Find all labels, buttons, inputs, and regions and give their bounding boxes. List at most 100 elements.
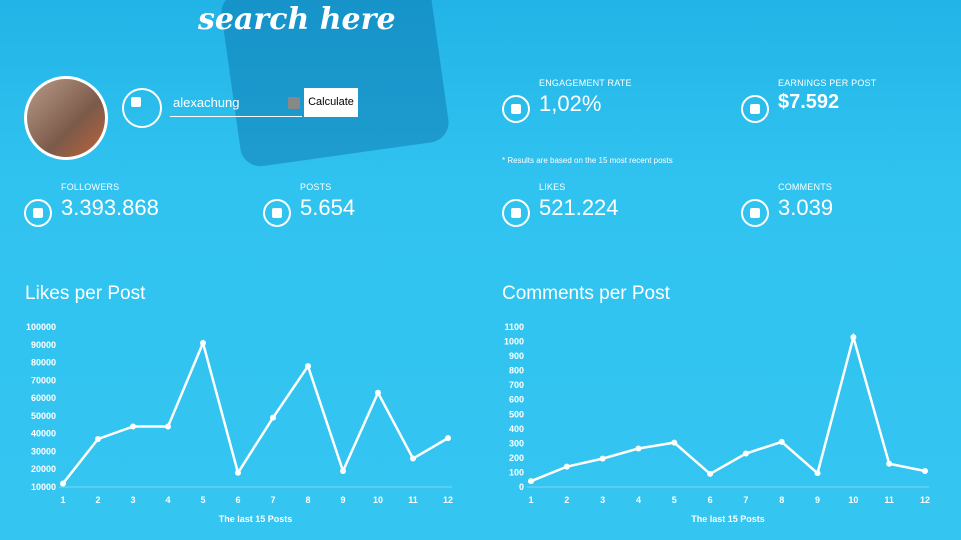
y-tick-label: 500	[509, 409, 524, 419]
stat-label: FOLLOWERS	[61, 182, 120, 192]
y-tick-label: 90000	[31, 340, 56, 350]
x-tick-label: 11	[408, 495, 418, 505]
stat-value: 1,02%	[539, 91, 602, 116]
y-tick-label: 50000	[31, 411, 56, 421]
stat-icon	[741, 95, 769, 123]
x-tick-label: 7	[743, 495, 748, 505]
x-tick-label: 2	[95, 495, 100, 505]
username-input[interactable]: alexachung	[170, 95, 302, 117]
x-tick-label: 11	[884, 495, 894, 505]
y-tick-label: 900	[509, 351, 524, 361]
y-tick-label: 40000	[31, 429, 56, 439]
x-tick-label: 10	[848, 495, 858, 505]
y-tick-label: 80000	[31, 358, 56, 368]
stat-value: 3.039	[778, 195, 834, 220]
x-tick-label: 4	[165, 495, 170, 505]
y-tick-label: 300	[509, 438, 524, 448]
y-tick-label: 100000	[26, 322, 56, 332]
x-tick-label: 9	[340, 495, 345, 505]
stat-value: 521.224	[539, 195, 619, 220]
stat-label: POSTS	[300, 182, 332, 192]
point	[778, 438, 785, 445]
point	[886, 460, 893, 467]
y-tick-label: 400	[509, 424, 524, 434]
x-tick-label: 7	[270, 495, 275, 505]
chart-title: Comments per Post	[502, 283, 671, 304]
line	[530, 332, 926, 483]
point	[340, 468, 346, 474]
y-tick-label: 10000	[31, 482, 56, 492]
point	[707, 470, 714, 477]
y-tick-label: 600	[509, 395, 524, 405]
stat-label: LIKES	[539, 182, 566, 192]
point	[445, 435, 451, 442]
x-tick-label: 12	[443, 495, 453, 505]
stat-value: $7.592	[778, 91, 840, 113]
annotation: search here	[198, 2, 396, 37]
stat-value: 5.654	[300, 195, 356, 220]
point	[563, 463, 570, 470]
instagram-icon	[122, 88, 162, 128]
stat-icon	[502, 199, 530, 227]
avatar	[24, 76, 108, 160]
stat-label: ENGAGEMENT RATE	[539, 78, 632, 88]
point	[270, 414, 276, 421]
point	[599, 455, 606, 462]
x-axis-label: The last 15 Posts	[691, 514, 765, 524]
x-tick-label: 1	[60, 495, 65, 505]
x-tick-label: 2	[564, 495, 569, 505]
point	[200, 340, 206, 346]
stat-icon	[24, 199, 52, 227]
x-axis-label: The last 15 Posts	[219, 514, 293, 524]
point	[742, 450, 749, 457]
point	[410, 455, 416, 462]
stat-label: EARNINGS PER POST	[778, 78, 877, 88]
x-tick-label: 8	[779, 495, 784, 505]
stat-icon	[263, 199, 291, 227]
x-tick-label: 6	[235, 495, 240, 505]
y-tick-label: 200	[509, 453, 524, 463]
y-tick-label: 1000	[504, 337, 524, 347]
stat-value: 3.393.868	[61, 195, 159, 220]
point	[528, 478, 534, 485]
note: * Results are based on the 15 most recen…	[502, 156, 673, 165]
y-tick-label: 0	[519, 482, 524, 492]
point	[235, 469, 241, 476]
dots-icon	[288, 97, 300, 109]
x-tick-label: 9	[815, 495, 820, 505]
x-tick-label: 8	[305, 495, 310, 505]
stat-icon	[741, 199, 769, 227]
x-tick-label: 3	[130, 495, 135, 505]
x-tick-label: 10	[373, 495, 383, 505]
y-tick-label: 20000	[31, 464, 56, 474]
stat-icon	[502, 95, 530, 123]
point	[814, 470, 821, 477]
y-tick-label: 800	[509, 366, 524, 376]
y-tick-label: 60000	[31, 393, 56, 403]
point	[375, 389, 381, 396]
y-tick-label: 700	[509, 380, 524, 390]
point	[60, 480, 66, 487]
calculate-button[interactable]: Calculate	[304, 88, 358, 117]
x-tick-label: 5	[672, 495, 677, 505]
y-tick-label: 100	[509, 467, 524, 477]
y-tick-label: 70000	[31, 375, 56, 385]
stat-label: COMMENTS	[778, 182, 833, 192]
x-tick-label: 3	[600, 495, 605, 505]
point	[635, 445, 642, 452]
x-tick-label: 6	[708, 495, 713, 505]
point	[95, 436, 101, 442]
point	[305, 363, 311, 370]
x-tick-label: 5	[200, 495, 205, 505]
x-tick-label: 1	[528, 495, 533, 505]
point	[130, 423, 136, 430]
y-tick-label: 30000	[31, 446, 56, 456]
chart-title: Likes per Post	[25, 283, 146, 304]
point	[165, 423, 171, 430]
y-tick-label: 1100	[504, 322, 524, 332]
x-tick-label: 12	[920, 495, 930, 505]
x-tick-label: 4	[636, 495, 641, 505]
point	[850, 334, 857, 341]
